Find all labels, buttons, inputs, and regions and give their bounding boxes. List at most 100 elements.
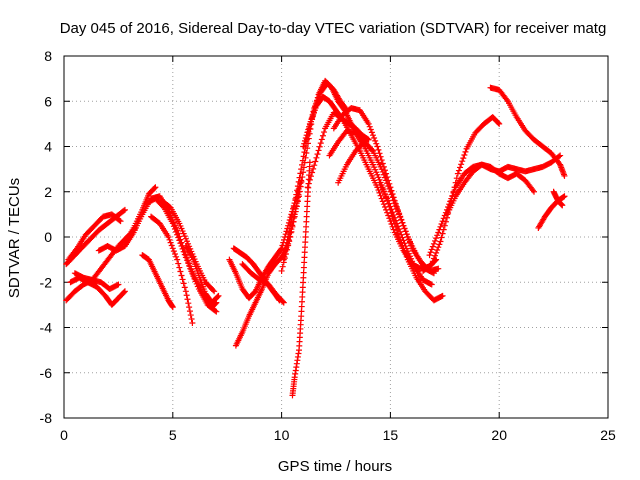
x-tick-label: 15 bbox=[383, 427, 399, 443]
data-point bbox=[117, 218, 124, 225]
data-point bbox=[280, 259, 287, 266]
data-point bbox=[372, 137, 379, 144]
data-point bbox=[183, 257, 190, 264]
data-point bbox=[301, 249, 308, 256]
x-tick-label: 0 bbox=[60, 427, 68, 443]
data-point bbox=[495, 120, 502, 127]
data-point bbox=[400, 222, 407, 229]
data-point bbox=[315, 147, 322, 154]
data-point bbox=[304, 145, 311, 152]
data-point bbox=[380, 171, 387, 178]
data-point bbox=[176, 264, 183, 271]
data-point bbox=[303, 213, 310, 220]
data-point bbox=[300, 274, 307, 281]
data-point bbox=[182, 254, 189, 261]
data-point bbox=[183, 292, 190, 299]
data-point bbox=[454, 170, 461, 177]
data-point bbox=[439, 230, 446, 237]
data-point bbox=[396, 226, 403, 233]
data-point bbox=[436, 226, 443, 233]
data-point bbox=[377, 192, 384, 199]
data-point bbox=[296, 193, 303, 200]
data-point bbox=[387, 218, 394, 225]
series-arc-2 bbox=[65, 211, 124, 263]
y-tick-label: 8 bbox=[44, 48, 52, 64]
data-point bbox=[285, 242, 292, 249]
data-point bbox=[170, 223, 177, 230]
data-point bbox=[383, 177, 390, 184]
data-point bbox=[428, 261, 435, 268]
data-point bbox=[561, 193, 568, 200]
data-point bbox=[428, 281, 435, 288]
data-point bbox=[121, 288, 128, 295]
data-point bbox=[317, 140, 324, 147]
data-point bbox=[189, 319, 196, 326]
data-point bbox=[302, 228, 309, 235]
series-arc-25 bbox=[376, 179, 435, 288]
series-arc-12 bbox=[182, 243, 222, 306]
series-arc-17 bbox=[289, 159, 313, 399]
data-point bbox=[391, 200, 398, 207]
series-arc-16 bbox=[239, 261, 287, 306]
data-point bbox=[169, 304, 176, 311]
data-point bbox=[396, 211, 403, 218]
data-point bbox=[187, 312, 194, 319]
data-point bbox=[305, 180, 312, 187]
data-point bbox=[165, 234, 172, 240]
series-arc-24 bbox=[335, 138, 437, 277]
data-point bbox=[435, 265, 442, 272]
data-point bbox=[365, 136, 372, 143]
data-point bbox=[455, 167, 462, 174]
data-point bbox=[167, 239, 174, 246]
data-point bbox=[458, 161, 465, 168]
series-arc-30 bbox=[535, 193, 568, 231]
data-point bbox=[306, 123, 313, 130]
data-point bbox=[379, 168, 386, 175]
data-point bbox=[303, 150, 310, 157]
data-point bbox=[290, 204, 297, 211]
data-point bbox=[313, 154, 320, 161]
data-point bbox=[433, 249, 440, 256]
data-point bbox=[403, 231, 410, 238]
data-point bbox=[292, 208, 299, 215]
series-arc-31 bbox=[550, 188, 566, 209]
data-point bbox=[179, 276, 186, 283]
data-point bbox=[186, 304, 193, 311]
data-point bbox=[297, 170, 304, 177]
data-point bbox=[381, 174, 388, 181]
data-point bbox=[389, 209, 396, 216]
data-point bbox=[177, 268, 184, 275]
data-point bbox=[303, 208, 310, 215]
series-arc-4 bbox=[63, 276, 122, 304]
data-point bbox=[438, 234, 445, 241]
data-point bbox=[303, 218, 310, 225]
data-point bbox=[296, 188, 303, 195]
data-point bbox=[298, 178, 305, 185]
data-point bbox=[430, 240, 437, 247]
data-point bbox=[441, 222, 448, 229]
data-point bbox=[284, 246, 291, 253]
data-point bbox=[391, 214, 398, 221]
data-point bbox=[186, 262, 193, 269]
data-point bbox=[294, 187, 301, 194]
data-point bbox=[304, 184, 311, 191]
data-point bbox=[321, 129, 328, 136]
data-point bbox=[459, 158, 466, 165]
data-point bbox=[378, 166, 385, 173]
data-point bbox=[300, 169, 307, 176]
data-point bbox=[303, 132, 310, 139]
data-point bbox=[175, 234, 182, 241]
data-point bbox=[390, 211, 397, 218]
data-point bbox=[304, 203, 311, 210]
data-point bbox=[432, 252, 439, 259]
data-point bbox=[385, 212, 392, 219]
data-point bbox=[169, 245, 176, 252]
data-point bbox=[435, 229, 442, 236]
y-axis-label: SDTVAR / TECUs bbox=[6, 178, 23, 298]
data-point bbox=[282, 250, 289, 257]
data-point bbox=[280, 299, 287, 306]
data-point bbox=[434, 247, 441, 254]
x-tick-label: 20 bbox=[491, 427, 507, 443]
data-point bbox=[393, 220, 400, 227]
data-point bbox=[178, 272, 185, 279]
